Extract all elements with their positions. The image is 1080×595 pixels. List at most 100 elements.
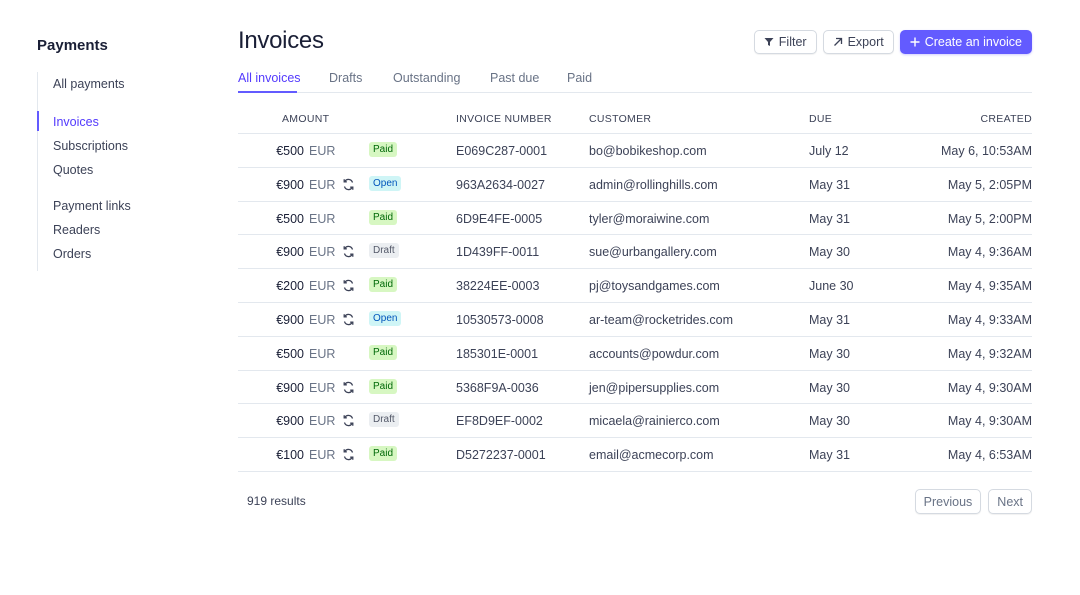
currency-code: EUR bbox=[309, 414, 336, 429]
customer-email: admin@rollinghills.com bbox=[589, 177, 718, 192]
toolbar: Filter Export Create an invoice bbox=[753, 30, 1032, 54]
invoice-number: E069C287-0001 bbox=[456, 144, 548, 158]
invoice-number: 6D9E4FE-0005 bbox=[456, 211, 543, 226]
column-header-created[interactable]: CREATED bbox=[980, 113, 1032, 125]
currency-code: EUR bbox=[309, 448, 336, 463]
currency-code: EUR bbox=[309, 177, 336, 192]
create-invoice-button[interactable]: Create an invoice bbox=[899, 30, 1032, 54]
amount-value: €500 bbox=[276, 144, 304, 158]
tab-paid[interactable]: Paid bbox=[567, 71, 593, 85]
due-date: June 30 bbox=[809, 279, 854, 294]
tab-past-due[interactable]: Past due bbox=[490, 71, 540, 85]
created-date: May 5, 2:00PM bbox=[947, 211, 1032, 226]
created-date: May 4, 6:53AM bbox=[947, 448, 1032, 463]
customer-email: accounts@powdur.com bbox=[589, 346, 720, 361]
invoice-number: 185301E-0001 bbox=[456, 346, 539, 361]
created-date: May 4, 9:35AM bbox=[947, 279, 1032, 294]
currency-code: EUR bbox=[309, 144, 336, 158]
status-badge: Paid bbox=[369, 142, 398, 157]
arrow-up-right-icon bbox=[833, 37, 843, 47]
due-date: May 30 bbox=[809, 346, 850, 361]
sidebar-item-subscriptions[interactable]: Subscriptions bbox=[53, 139, 129, 153]
status-badge: Paid bbox=[369, 344, 398, 360]
created-date: May 4, 9:30AM bbox=[947, 380, 1032, 395]
invoice-number: D5272237-0001 bbox=[456, 448, 546, 463]
customer-email: sue@urbangallery.com bbox=[589, 245, 717, 260]
column-header-customer[interactable]: CUSTOMER bbox=[589, 113, 652, 125]
amount-value: €900 bbox=[276, 177, 304, 192]
filter-label: Filter bbox=[778, 35, 807, 49]
table-row[interactable]: €900 EUR Draft 1D439FF-0011 sue@urbangallery… bbox=[238, 235, 1032, 270]
column-header-amount[interactable]: AMOUNT bbox=[282, 113, 330, 125]
tab-outstanding[interactable]: Outstanding bbox=[393, 71, 461, 85]
filter-button[interactable]: Filter bbox=[753, 30, 817, 54]
sidebar-item-payment-links[interactable]: Payment links bbox=[53, 199, 131, 213]
customer-email: ar-team@rocketrides.com bbox=[589, 312, 733, 327]
customer-email: pj@toysandgames.com bbox=[589, 279, 720, 294]
amount-value: €500 bbox=[276, 211, 304, 226]
currency-code: EUR bbox=[309, 245, 336, 260]
currency-code: EUR bbox=[309, 380, 336, 395]
due-date: May 31 bbox=[809, 177, 850, 192]
previous-button[interactable]: Previous bbox=[914, 489, 982, 514]
table-row[interactable]: €500 EUR Paid E069C287-0001 bo@bobikeshop.co… bbox=[238, 134, 1032, 168]
customer-email: bo@bobikeshop.com bbox=[589, 144, 707, 158]
amount-value: €500 bbox=[276, 346, 304, 361]
amount-value: €900 bbox=[276, 312, 304, 327]
results-count: 919 results bbox=[247, 494, 306, 508]
export-label: Export bbox=[847, 35, 884, 49]
recurring-icon bbox=[342, 313, 355, 326]
created-date: May 5, 2:05PM bbox=[947, 177, 1032, 192]
tab-all-invoices[interactable]: All invoices bbox=[238, 71, 301, 85]
recurring-icon bbox=[342, 381, 355, 394]
sidebar-item-readers[interactable]: Readers bbox=[53, 223, 101, 237]
table-row[interactable]: €900 EUR Open 10530573-0008 ar-team@rocketri… bbox=[238, 303, 1032, 337]
table-body: €500 EUR Paid E069C287-0001 bo@bobikeshop.co… bbox=[238, 134, 1032, 472]
table-row[interactable]: €200 EUR Paid 38224EE-0003 pj@toysandgames.c… bbox=[238, 269, 1032, 303]
due-date: May 30 bbox=[809, 380, 850, 395]
pagination: Previous Next bbox=[914, 489, 1032, 514]
tab-active-underline bbox=[238, 91, 297, 93]
created-date: May 4, 9:32AM bbox=[947, 346, 1032, 361]
status-badge: Paid bbox=[369, 446, 398, 462]
due-date: May 31 bbox=[809, 448, 850, 463]
created-date: May 6, 10:53AM bbox=[940, 144, 1032, 158]
filter-icon bbox=[764, 37, 774, 47]
due-date: May 30 bbox=[809, 414, 850, 429]
recurring-icon bbox=[342, 279, 355, 292]
page-title: Invoices bbox=[238, 27, 324, 54]
column-header-invoice-number[interactable]: INVOICE NUMBER bbox=[456, 113, 552, 125]
sidebar-item-orders[interactable]: Orders bbox=[53, 247, 92, 261]
currency-code: EUR bbox=[309, 312, 336, 327]
table-row[interactable]: €500 EUR Paid 6D9E4FE-0005 tyler@moraiwine.c… bbox=[238, 202, 1032, 236]
currency-code: EUR bbox=[309, 279, 336, 294]
export-button[interactable]: Export bbox=[822, 30, 894, 54]
next-button[interactable]: Next bbox=[988, 489, 1032, 514]
invoice-number: 963A2634-0027 bbox=[456, 177, 545, 192]
amount-value: €900 bbox=[276, 245, 304, 260]
due-date: May 31 bbox=[809, 312, 850, 327]
recurring-icon bbox=[342, 245, 355, 258]
tab-drafts[interactable]: Drafts bbox=[329, 71, 363, 85]
invoice-number: 10530573-0008 bbox=[456, 312, 544, 327]
sidebar: Payments All payments Invoices Subscript… bbox=[0, 0, 200, 595]
amount-value: €200 bbox=[276, 279, 304, 294]
customer-email: micaela@rainierco.com bbox=[589, 414, 720, 429]
sidebar-item-all-payments[interactable]: All payments bbox=[53, 77, 125, 91]
amount-value: €100 bbox=[276, 448, 304, 463]
currency-code: EUR bbox=[309, 346, 336, 361]
sidebar-item-invoices[interactable]: Invoices bbox=[53, 115, 99, 129]
invoices-table: AMOUNT INVOICE NUMBER CUSTOMER DUE CREAT… bbox=[238, 102, 1032, 472]
table-row[interactable]: €900 EUR Draft EF8D9EF-0002 micaela@rainierc… bbox=[238, 404, 1032, 439]
column-header-due[interactable]: DUE bbox=[809, 113, 833, 125]
due-date: May 30 bbox=[809, 245, 850, 260]
table-row[interactable]: €100 EUR Paid D5272237-0001 email@acmecorp.c… bbox=[238, 438, 1032, 472]
sidebar-item-quotes[interactable]: Quotes bbox=[53, 163, 94, 177]
table-row[interactable]: €900 EUR Paid 5368F9A-0036 jen@pipersupplies… bbox=[238, 371, 1032, 405]
status-badge: Paid bbox=[369, 277, 398, 293]
recurring-icon bbox=[342, 178, 355, 191]
status-badge: Draft bbox=[369, 243, 399, 259]
table-row[interactable]: €900 EUR Open 963A2634-0027 admin@rollinghil… bbox=[238, 168, 1032, 202]
recurring-icon bbox=[342, 448, 355, 461]
table-row[interactable]: €500 EUR Paid 185301E-0001 accounts@powdur.c… bbox=[238, 337, 1032, 371]
